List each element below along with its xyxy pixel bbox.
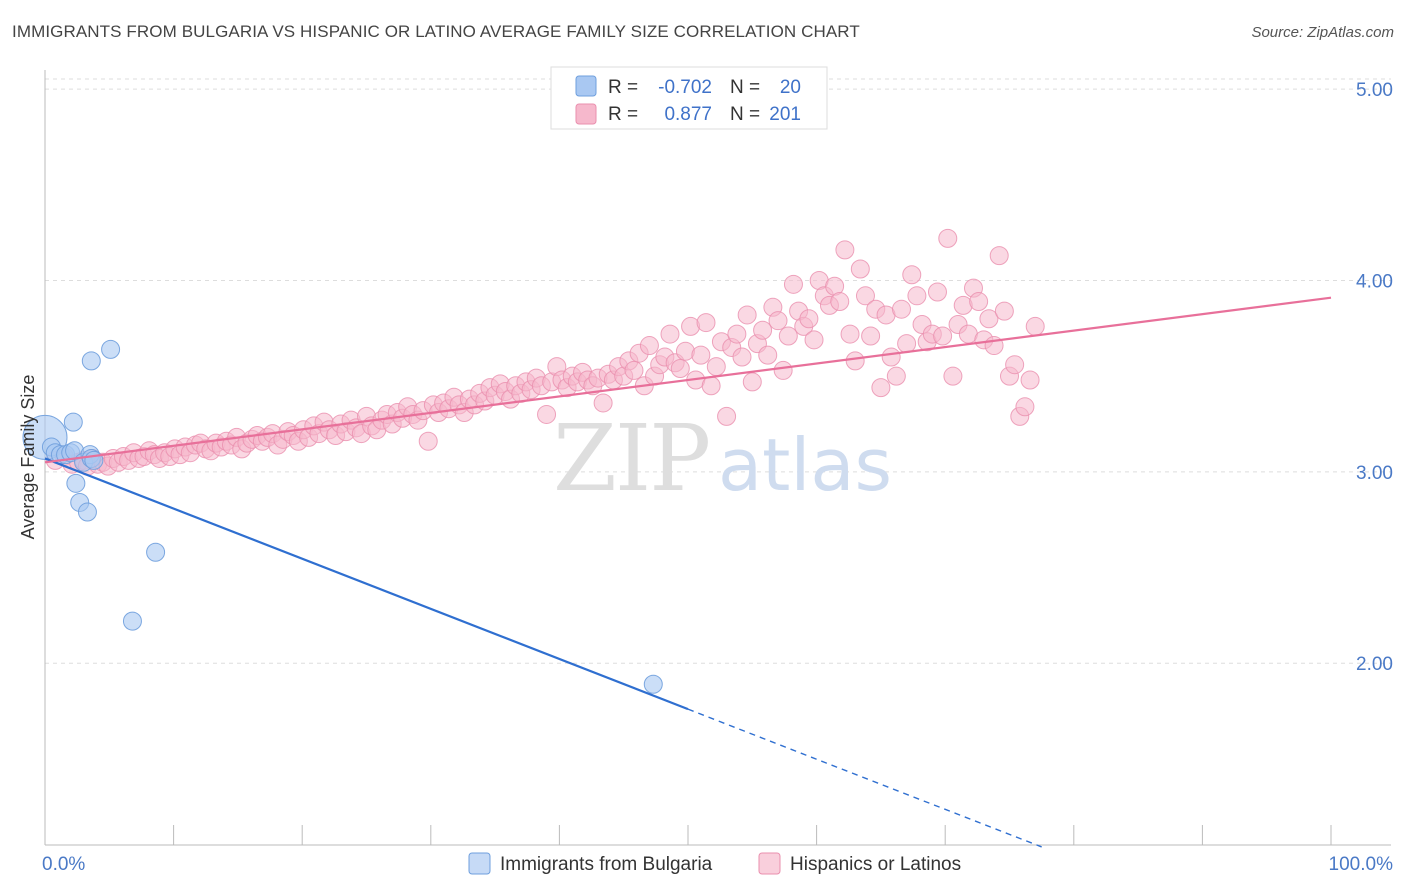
trend-line-bulgaria-extension — [687, 708, 1042, 848]
watermark-zip: ZIP — [553, 405, 709, 512]
data-point-hispanic — [1020, 370, 1040, 390]
bottom-legend-swatch-blue — [468, 852, 491, 875]
data-point-hispanic — [717, 406, 737, 426]
data-point-hispanic — [778, 326, 798, 346]
data-point-hispanic — [660, 324, 680, 344]
data-point-hispanic — [799, 309, 819, 329]
trend-line-hispanic — [44, 296, 1332, 464]
legend-swatch-blue — [575, 75, 597, 97]
data-point-hispanic — [804, 330, 824, 350]
data-point-hispanic — [1015, 397, 1035, 417]
data-point-hispanic — [861, 326, 881, 346]
data-point-hispanic — [773, 360, 793, 380]
data-point-hispanic — [639, 336, 659, 356]
legend-r-label: R = — [608, 77, 638, 98]
data-point-bulgaria — [84, 450, 104, 470]
data-point-hispanic — [418, 431, 438, 451]
hispanic-points — [45, 228, 1045, 476]
data-point-hispanic — [835, 240, 855, 260]
data-point-hispanic — [1025, 316, 1045, 336]
data-point-bulgaria — [101, 339, 121, 359]
data-point-hispanic — [902, 265, 922, 285]
data-point-hispanic — [593, 393, 613, 413]
data-point-hispanic — [732, 347, 752, 367]
data-point-hispanic — [969, 292, 989, 312]
legend-n-label: N = — [730, 104, 760, 125]
data-point-hispanic — [943, 366, 963, 386]
data-point-bulgaria — [63, 412, 83, 432]
data-point-hispanic — [753, 320, 773, 340]
data-point-bulgaria — [81, 351, 101, 371]
data-point-bulgaria — [146, 542, 166, 562]
legend-n-value: 201 — [769, 104, 801, 125]
legend-r-label: R = — [608, 104, 638, 125]
data-point-hispanic — [758, 345, 778, 365]
data-point-hispanic — [737, 305, 757, 325]
x-tick-label: 0.0% — [42, 854, 85, 875]
data-point-bulgaria — [643, 674, 663, 694]
bottom-legend-swatch-pink — [758, 852, 781, 875]
x-tick-labels: 0.0% 100.0% — [42, 854, 1393, 875]
data-point-hispanic — [783, 274, 803, 294]
data-point-hispanic — [933, 326, 953, 346]
data-point-hispanic — [886, 366, 906, 386]
legend-r-value: 0.877 — [664, 104, 712, 125]
data-point-hispanic — [624, 360, 644, 380]
y-tick-label: 3.00 — [1356, 463, 1393, 484]
data-point-hispanic — [670, 359, 690, 379]
data-point-hispanic — [706, 357, 726, 377]
data-point-hispanic — [938, 228, 958, 248]
top-legend: R = -0.702 N = 20 R = 0.877 N = 201 — [550, 66, 828, 130]
data-point-hispanic — [696, 313, 716, 333]
y-tick-label: 5.00 — [1356, 80, 1393, 101]
data-point-bulgaria — [77, 502, 97, 522]
watermark-atlas: atlas — [718, 423, 892, 507]
bottom-legend-label-hispanic: Hispanics or Latinos — [790, 854, 961, 875]
data-point-hispanic — [897, 334, 917, 354]
chart-title: IMMIGRANTS FROM BULGARIA VS HISPANIC OR … — [12, 22, 860, 41]
data-point-hispanic — [989, 246, 1009, 266]
y-tick-label: 2.00 — [1356, 654, 1393, 675]
data-point-hispanic — [907, 286, 927, 306]
data-point-hispanic — [891, 299, 911, 319]
data-point-hispanic — [927, 282, 947, 302]
data-point-hispanic — [727, 324, 747, 344]
data-point-hispanic — [845, 351, 865, 371]
trend-lines — [44, 296, 1332, 848]
trend-line-bulgaria — [44, 457, 689, 711]
data-point-hispanic — [840, 324, 860, 344]
bottom-legend: Immigrants from Bulgaria Hispanics or La… — [468, 852, 961, 875]
data-point-hispanic — [830, 292, 850, 312]
data-point-hispanic — [994, 301, 1014, 321]
data-point-bulgaria — [122, 611, 142, 631]
y-tick-label: 4.00 — [1356, 271, 1393, 292]
legend-r-value: -0.702 — [658, 77, 712, 98]
data-point-hispanic — [855, 286, 875, 306]
y-axis-title: Average Family Size — [18, 375, 38, 540]
y-tick-labels: 2.00 3.00 4.00 5.00 — [1356, 80, 1393, 675]
data-point-hispanic — [537, 404, 557, 424]
x-tick-label: 100.0% — [1329, 854, 1394, 875]
data-point-hispanic — [850, 259, 870, 279]
bottom-legend-label-bulgaria: Immigrants from Bulgaria — [500, 854, 713, 875]
legend-n-value: 20 — [780, 77, 801, 98]
data-point-hispanic — [768, 311, 788, 331]
data-point-hispanic — [979, 309, 999, 329]
data-point-hispanic — [871, 378, 891, 398]
data-point-hispanic — [881, 347, 901, 367]
data-point-hispanic — [701, 376, 721, 396]
data-point-hispanic — [742, 372, 762, 392]
legend-box — [550, 66, 828, 130]
legend-swatch-pink — [575, 103, 597, 125]
data-point-bulgaria — [66, 473, 86, 493]
source-label: Source: ZipAtlas.com — [1251, 24, 1394, 41]
data-point-hispanic — [691, 345, 711, 365]
watermark: ZIP atlas — [553, 405, 892, 512]
legend-n-label: N = — [730, 77, 760, 98]
data-point-hispanic — [1005, 355, 1025, 375]
